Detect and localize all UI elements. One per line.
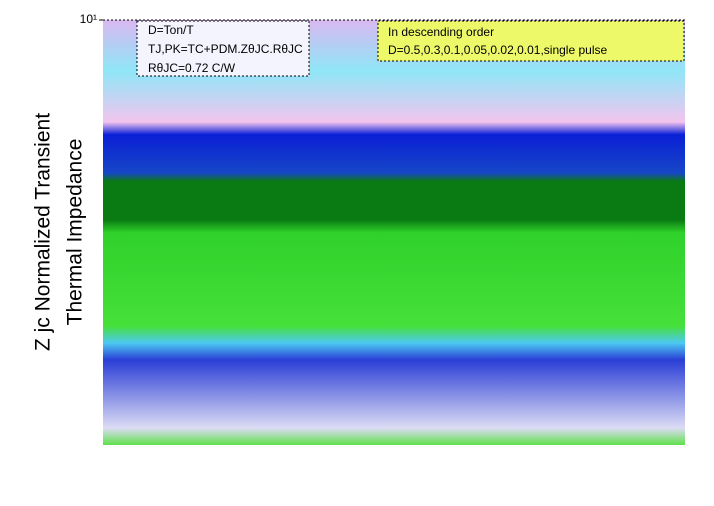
y-axis-label: Thermal Impedance (64, 139, 87, 326)
annotation: TJ,PK=TC+PDM.ZθJC.RθJC (148, 42, 303, 56)
y-tick-label: 10¹ (80, 12, 97, 26)
legend-note: D=0.5,0.3,0.1,0.05,0.02,0.01,single puls… (388, 43, 607, 57)
legend-box (377, 20, 685, 62)
annotation: D=Ton/T (148, 23, 194, 37)
plot-area (103, 20, 685, 445)
legend-note: In descending order (388, 25, 494, 39)
y-axis-label: Z jc Normalized Transient (32, 113, 55, 351)
annotation: RθJC=0.72 C/W (148, 61, 236, 75)
annotation-box (136, 20, 310, 77)
